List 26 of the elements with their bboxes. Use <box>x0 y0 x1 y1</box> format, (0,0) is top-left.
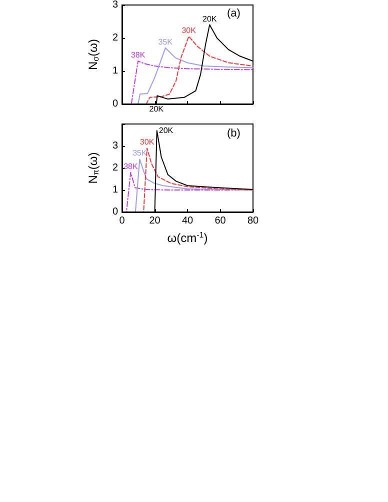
y-tick-label: 0 <box>112 98 118 110</box>
x-tick-label: 0 <box>119 216 126 226</box>
series-label: 35K <box>132 148 148 158</box>
series-label: 20K <box>202 14 218 24</box>
y-axis-title: Nπ(ω) <box>86 152 100 184</box>
y-tick-label: 1 <box>112 184 118 196</box>
y-tick-label: 3 <box>112 140 118 152</box>
annotation: 20K <box>149 104 164 114</box>
x-tick-label: 20 <box>149 216 161 226</box>
series-label: 35K <box>158 37 174 46</box>
y-tick-label: 0 <box>112 206 118 218</box>
annotation: (a) <box>227 8 240 20</box>
x-tick-label: 80 <box>247 216 259 226</box>
series-label: 38K <box>124 162 138 171</box>
annotation: (b) <box>227 128 240 140</box>
y-tick-label: 3 <box>112 0 118 10</box>
y-tick-label: 1 <box>112 66 118 76</box>
y-tick-label: 2 <box>112 162 118 174</box>
x-tick-label: 60 <box>214 216 226 226</box>
y-tick-label: 2 <box>112 32 118 44</box>
x-tick-label: 40 <box>182 216 194 226</box>
y-axis-title: Nσ(ω) <box>86 39 100 70</box>
series-label: 30K <box>140 138 155 147</box>
series-label: 30K <box>182 26 197 35</box>
series-label: 38K <box>130 50 146 60</box>
series-label: 20K <box>158 126 174 136</box>
